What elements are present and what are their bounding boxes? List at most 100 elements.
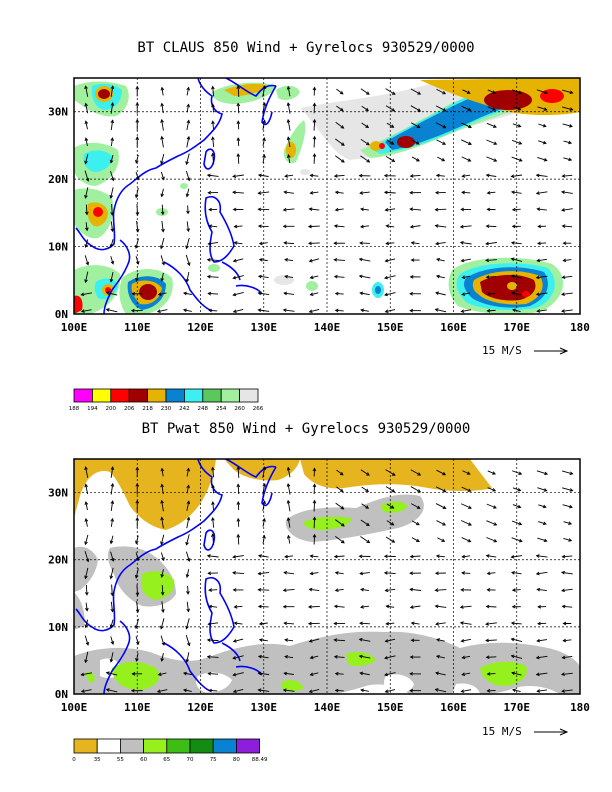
wind-vector <box>186 103 190 113</box>
wind-vector <box>334 571 344 575</box>
wind-vector <box>84 85 89 97</box>
wind-vector <box>358 554 371 559</box>
wind-vector <box>233 224 243 229</box>
wind-vector <box>385 105 396 112</box>
colorbar-swatch <box>73 738 98 754</box>
wind-vector <box>110 500 115 511</box>
wind-vector <box>282 604 295 609</box>
wind-vector <box>80 672 93 677</box>
wind-vector <box>282 688 295 693</box>
wind-vector <box>384 258 396 263</box>
wind-vector <box>436 88 447 95</box>
wind-vector <box>333 655 345 659</box>
wind-vector <box>561 470 574 476</box>
x-tick-label: 140E <box>314 321 341 334</box>
wind-vector <box>284 274 294 279</box>
wind-vector <box>461 156 472 162</box>
wind-vector <box>410 105 422 112</box>
colorbar-label: 266 <box>253 406 264 412</box>
wind-vector <box>361 122 370 128</box>
wind-vector <box>409 554 421 559</box>
wind-vector <box>537 241 547 246</box>
x-tick-label: 100E <box>61 701 88 714</box>
wind-vector <box>286 102 291 114</box>
wind-vector <box>361 486 370 492</box>
x-tick-label: 130E <box>251 321 278 334</box>
wind-vector <box>283 241 294 245</box>
wind-vector <box>461 486 472 492</box>
wind-vector <box>384 275 396 280</box>
wind-vector <box>409 672 422 676</box>
wind-vector <box>309 672 319 677</box>
colorbar-swatch <box>165 388 185 403</box>
wind-vector <box>130 688 143 693</box>
wind-vector <box>109 619 114 629</box>
wind-vector <box>538 123 547 128</box>
wind-vector <box>360 155 371 163</box>
wind-vector <box>185 272 190 283</box>
wind-vector <box>437 537 446 542</box>
wind-vector <box>383 571 396 575</box>
wind-vector <box>211 103 215 113</box>
wind-vector <box>511 604 521 609</box>
wind-vector <box>562 106 574 111</box>
wind-vector <box>435 486 447 493</box>
wind-vector <box>80 689 92 693</box>
wind-vector <box>309 571 319 576</box>
wind-vector <box>286 85 291 97</box>
wind-vector <box>462 470 471 475</box>
wind-vector <box>563 140 573 145</box>
wind-vector <box>434 190 446 195</box>
wind-vector <box>436 520 447 526</box>
wind-vector <box>84 137 89 147</box>
wind-vector <box>84 567 89 580</box>
wind-vector <box>411 520 420 526</box>
wind-vector <box>262 500 267 511</box>
wind-vector <box>411 503 421 509</box>
x-tick-label: 130E <box>251 701 278 714</box>
wind-vector <box>336 469 344 476</box>
wind-vector <box>110 584 114 597</box>
wind-vector <box>186 500 191 511</box>
wind-vector <box>409 308 421 313</box>
wind-vector <box>486 139 498 145</box>
colorbar-label: 70 <box>187 757 194 763</box>
wind-vector <box>232 174 244 179</box>
wind-vector <box>283 190 294 195</box>
wind-vector <box>84 619 89 629</box>
colorbar-swatch <box>202 388 222 403</box>
wind-vector <box>459 240 472 245</box>
wind-vector <box>461 537 472 543</box>
wind-vector <box>257 291 270 296</box>
wind-vector <box>461 174 471 178</box>
wind-vector <box>561 604 573 609</box>
wind-vector <box>511 190 522 195</box>
wind-vector <box>160 569 164 578</box>
wind-vector <box>334 190 344 195</box>
wind-vector <box>308 308 320 314</box>
wind-vector <box>312 533 317 545</box>
wind-vector <box>207 622 219 626</box>
wind-vector <box>257 587 270 592</box>
wind-vector <box>459 621 472 625</box>
top-axis-ticks: 100E 110E 120E 130E 140E 150E 160E 170E 180 0N 10N… <box>48 106 590 334</box>
wind-vector <box>110 204 114 216</box>
wind-vector <box>160 255 166 266</box>
wind-vector <box>308 587 320 592</box>
wind-vector <box>562 638 572 643</box>
wind-vector <box>536 309 547 313</box>
wind-vector <box>186 467 190 477</box>
colorbar-swatch <box>239 388 259 403</box>
wind-vector <box>105 671 118 676</box>
wind-vector <box>236 517 241 527</box>
wind-vector <box>160 516 164 529</box>
wind-vector <box>257 571 270 576</box>
wind-vector <box>232 689 244 694</box>
wind-vector <box>236 533 241 545</box>
wind-vector <box>307 621 320 626</box>
wind-vector <box>286 466 291 478</box>
wind-vector <box>511 570 522 575</box>
wind-vector <box>435 554 445 558</box>
x-tick-label: 170E <box>504 321 531 334</box>
wind-vector <box>160 272 165 282</box>
